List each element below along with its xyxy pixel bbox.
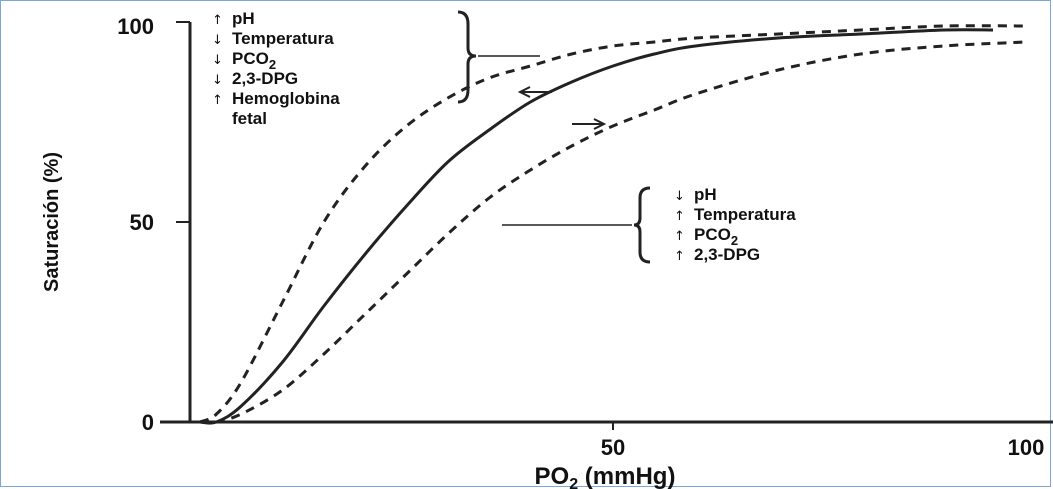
y-tick-label-0: 0 xyxy=(142,410,154,435)
left-shift-annotation: ↑ pH ↓ Temperatura ↓ PCO2 ↓ 2,3-DPG ↑ He… xyxy=(212,9,552,128)
left-item-2-text: PCO xyxy=(232,49,269,68)
left-item-4: Hemoglobina xyxy=(232,89,340,108)
right-item-0: pH xyxy=(694,185,717,204)
curve-1-solid xyxy=(199,28,994,425)
right-brace xyxy=(633,186,651,264)
right-item-3: 2,3-DPG xyxy=(694,245,760,264)
right-arrow-3: ↑ xyxy=(674,249,685,264)
curve-2-dashed xyxy=(199,40,1027,425)
right-shift-arrow xyxy=(572,118,607,130)
right-item-1: Temperatura xyxy=(694,205,796,224)
x-tick-label-100: 100 xyxy=(1008,435,1045,460)
left-arrow-0: ↑ xyxy=(212,13,223,28)
y-tick-label-50: 50 xyxy=(130,210,154,235)
left-shift-arrow xyxy=(517,86,552,98)
y-axis-label: Saturación (%) xyxy=(41,152,63,292)
left-brace xyxy=(457,10,477,104)
right-arrow-0: ↓ xyxy=(674,189,685,204)
left-arrow-4: ↑ xyxy=(212,93,223,108)
left-item-3: 2,3-DPG xyxy=(232,69,298,88)
right-item-2-text: PCO xyxy=(694,225,731,244)
left-item-2: PCO2 xyxy=(232,49,276,72)
left-arrow-1: ↓ xyxy=(212,33,223,48)
x-tick-label-50: 50 xyxy=(601,435,625,460)
left-item-5: fetal xyxy=(232,109,267,128)
right-arrow-1: ↑ xyxy=(674,209,685,224)
left-arrow-3: ↓ xyxy=(212,73,223,88)
right-arrow-2: ↑ xyxy=(674,229,685,244)
right-shift-annotation: ↓ pH ↑ Temperatura ↑ PCO2 ↑ 2,3-DPG xyxy=(502,118,796,264)
curve-0-dashed xyxy=(199,24,1027,424)
right-item-2: PCO2 xyxy=(694,225,738,248)
x-axis-label: PO2 (mmHg) xyxy=(535,463,676,489)
left-item-1: Temperatura xyxy=(232,29,334,48)
right-item-2-sub: 2 xyxy=(731,233,738,248)
curves-layer xyxy=(199,24,1027,425)
left-arrow-2: ↓ xyxy=(212,53,223,68)
y-tick-label-100: 100 xyxy=(117,14,154,39)
left-item-0: pH xyxy=(232,9,255,28)
left-item-2-sub: 2 xyxy=(269,57,276,72)
